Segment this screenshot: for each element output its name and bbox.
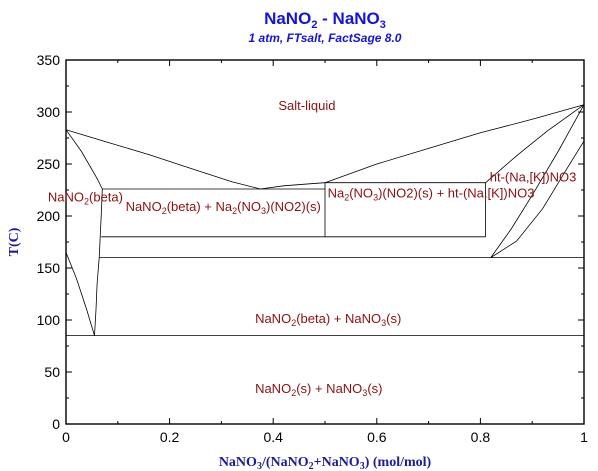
x-axis-label-part: NaNO — [219, 455, 257, 470]
phase-boundary-ht-solidus — [490, 104, 585, 258]
axis-ticks: 0 0.2 0.4 0.6 0.8 1 0 50 100 150 200 250 300 350 — [37, 52, 588, 445]
region-label-part: (s) — [367, 381, 382, 396]
x-axis-label: NaNO3/(NaNO2+NaNO3) (mol/mol) — [219, 455, 432, 471]
phase-boundary-solvus-nano2-lower — [98, 188, 103, 258]
region-label-part: ht-(Na,[K])NO3 — [490, 170, 577, 185]
region-label-part: Na — [328, 185, 345, 200]
y-tick-label: 300 — [37, 104, 61, 120]
phase-boundary-solidus-nano2-upper — [65, 129, 103, 190]
phase-boundary-liquidus-mid — [260, 182, 326, 190]
plot-area — [65, 104, 585, 337]
x-tick-label: 0.2 — [160, 429, 180, 445]
region-label-sub: 2 — [344, 192, 349, 202]
region-label-part: (beta) + Na — [167, 199, 233, 214]
x-tick-label: 0 — [62, 429, 70, 445]
y-tick-label: 350 — [37, 52, 61, 68]
y-tick-label: 0 — [52, 416, 60, 432]
region-beta-plus-compound: NaNO2(beta) + Na2(NO3)(NO2)(s) — [126, 199, 321, 216]
x-tick-label: 0.4 — [263, 429, 283, 445]
x-tick-label: 0.6 — [367, 429, 387, 445]
phase-boundary-liquidus-left — [65, 129, 261, 190]
region-label-part: Salt-liquid — [278, 98, 335, 113]
region-label-part: (NO — [237, 199, 261, 214]
x-axis-label-part: ) (mol/mol) — [365, 455, 432, 470]
region-label-part: NaNO — [255, 311, 291, 326]
title-part: NaNO — [264, 9, 311, 28]
y-axis-label: T(C) — [7, 227, 22, 256]
title-sub: 3 — [380, 19, 386, 31]
region-s-plus-nano3: NaNO2(s) + NaNO3(s) — [255, 381, 382, 398]
region-salt-liquid: Salt-liquid — [278, 98, 335, 113]
region-beta-plus-nano3: NaNO2(beta) + NaNO3(s) — [255, 311, 401, 328]
x-tick-label: 1 — [580, 429, 588, 445]
chart-title: NaNO2 - NaNO3 — [264, 9, 386, 31]
region-label-sub: 3 — [261, 206, 266, 216]
region-label-part: (NO — [349, 185, 373, 200]
region-label-sub: 2 — [162, 206, 167, 216]
y-tick-label: 50 — [44, 364, 60, 380]
region-label-part: (s) + NaNO — [296, 381, 362, 396]
x-axis-label-sub: 3 — [360, 461, 365, 471]
region-label-part: (beta) + NaNO — [296, 311, 381, 326]
region-label-part: NaNO — [255, 381, 291, 396]
x-axis-label-sub: 3 — [257, 461, 262, 471]
region-label-sub: 3 — [362, 388, 367, 398]
region-label-part: NaNO — [48, 189, 84, 204]
y-tick-label: 200 — [37, 208, 61, 224]
region-label-part: (beta) — [89, 189, 123, 204]
region-label-sub: 2 — [291, 318, 296, 328]
x-tick-label: 0.8 — [471, 429, 491, 445]
phase-boundary-solvus-nano2-bottom — [65, 252, 95, 336]
region-ht: ht-(Na,[K])NO3 — [490, 170, 577, 185]
x-axis-label-part: +NaNO — [314, 455, 360, 470]
x-axis-label-part: /(NaNO — [261, 455, 309, 470]
phase-boundary-ht-liquidus-top — [485, 104, 585, 184]
region-label-sub: 3 — [373, 192, 378, 202]
region-nano2-beta: NaNO2(beta) — [48, 189, 123, 206]
y-tick-label: 250 — [37, 156, 61, 172]
y-tick-label: 100 — [37, 312, 61, 328]
x-axis-label-sub: 2 — [309, 461, 314, 471]
region-label-part: (s) — [386, 311, 401, 326]
phase-boundary-solvus-nano2-right — [94, 257, 100, 336]
region-label-sub: 3 — [381, 318, 386, 328]
region-label-sub: 2 — [291, 388, 296, 398]
title-sub: 2 — [311, 19, 317, 31]
region-label-sub: 2 — [84, 196, 89, 206]
y-tick-label: 150 — [37, 260, 61, 276]
phase-boundary-ht-solvus — [490, 140, 585, 258]
region-compound-plus-ht: Na2(NO3)(NO2)(s) + ht-(Na,[K])NO3 — [328, 185, 535, 202]
region-label-part: )(NO2)(s) — [266, 199, 321, 214]
title-part: - NaNO — [317, 9, 379, 28]
region-label-sub: 2 — [232, 206, 237, 216]
chart-subtitle: 1 atm, FTsalt, FactSage 8.0 — [249, 31, 402, 45]
plot-frame — [65, 59, 585, 425]
phase-boundary-liquidus-right — [324, 104, 585, 184]
region-label-part: )(NO2)(s) + ht-(Na,[K])NO3 — [378, 185, 534, 200]
region-label-part: NaNO — [126, 199, 162, 214]
